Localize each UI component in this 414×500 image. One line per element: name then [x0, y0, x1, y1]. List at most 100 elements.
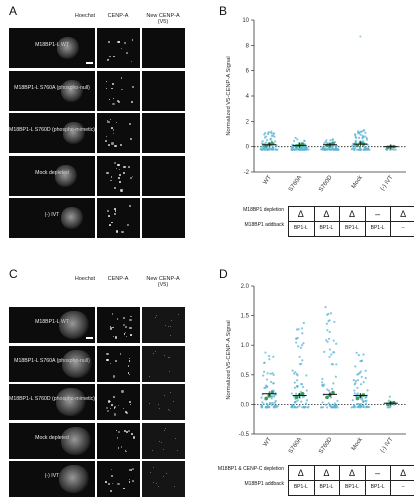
- data-point: [363, 145, 366, 149]
- data-point: [354, 379, 357, 383]
- data-point: [320, 406, 323, 409]
- data-point: [354, 146, 357, 150]
- data-point: [362, 381, 365, 384]
- cenp-a-focus: [105, 481, 107, 483]
- data-point: [305, 399, 309, 402]
- data-point: [304, 146, 307, 149]
- data-point: [364, 376, 367, 380]
- data-point: [264, 384, 268, 387]
- y-tick-label: -0.5: [239, 432, 250, 438]
- table-row-label: M18BP1 depletion: [243, 207, 284, 213]
- new-cenp-a-image: [142, 307, 185, 343]
- data-point: [388, 395, 391, 398]
- data-point: [268, 146, 271, 149]
- replicate-mean-point: [325, 143, 329, 148]
- data-point: [385, 148, 389, 151]
- cenp-a-focus: [123, 172, 126, 175]
- table-cell: BP1-L: [293, 225, 308, 231]
- cenp-a-focus: [126, 52, 128, 54]
- data-point: [357, 136, 361, 139]
- data-point: [362, 400, 365, 403]
- data-point: [360, 130, 363, 133]
- data-point: [293, 148, 296, 151]
- data-point: [365, 399, 368, 403]
- x-tick-label: S760A: [288, 175, 303, 193]
- table-cell: BP1-L: [370, 484, 385, 490]
- data-point: [300, 344, 304, 347]
- outlier-point: [359, 35, 362, 38]
- cenp-a-focus: [130, 469, 133, 472]
- cenp-a-focus: [112, 55, 115, 58]
- data-point: [269, 372, 272, 375]
- data-point: [300, 327, 304, 330]
- cenp-a-focus: [129, 318, 132, 321]
- data-point: [321, 406, 325, 409]
- cenp-a-image: [97, 384, 140, 420]
- table-cell-box: [390, 221, 414, 237]
- data-point: [321, 381, 324, 384]
- data-point: [328, 330, 331, 334]
- data-point: [274, 140, 277, 143]
- data-point: [357, 354, 360, 357]
- data-point: [330, 353, 333, 356]
- data-point: [298, 355, 301, 358]
- data-point: [263, 361, 266, 364]
- panel-a-label: A: [9, 4, 18, 18]
- data-point: [329, 403, 332, 407]
- v5-focus: [165, 325, 167, 327]
- data-point: [307, 148, 310, 151]
- data-point: [331, 146, 334, 149]
- data-point: [272, 395, 276, 398]
- table-row-label: M18BP1 addback: [244, 481, 284, 487]
- data-point: [296, 138, 299, 141]
- hoechst-nucleus: [58, 311, 89, 339]
- cenp-a-focus: [127, 223, 130, 226]
- replicate-mean-point: [300, 391, 305, 396]
- column-header: New CENP-A (V5): [146, 276, 180, 288]
- data-point: [355, 351, 358, 354]
- data-point: [270, 130, 273, 133]
- v5-focus: [169, 335, 171, 337]
- data-point: [266, 406, 269, 409]
- cenp-a-focus: [107, 59, 109, 62]
- table-cell: BP1-L: [345, 225, 359, 231]
- v5-focus: [152, 352, 154, 354]
- data-point: [333, 320, 336, 324]
- cenp-a-focus: [106, 352, 109, 356]
- data-point: [353, 145, 357, 148]
- cenp-a-focus: [130, 433, 133, 436]
- y-tick-label: 2: [246, 119, 250, 125]
- data-point: [354, 136, 358, 139]
- v5-focus: [151, 450, 153, 452]
- data-point: [299, 346, 302, 349]
- data-point: [264, 351, 267, 354]
- data-point: [358, 147, 361, 151]
- v5-focus: [155, 314, 157, 316]
- cenp-a-focus: [118, 181, 121, 183]
- v5-focus: [163, 429, 165, 431]
- data-point: [367, 147, 370, 150]
- cenp-a-focus: [123, 488, 125, 490]
- cenp-a-focus: [105, 140, 107, 142]
- data-point: [291, 369, 294, 372]
- cenp-a-focus: [108, 40, 111, 43]
- v5-focus: [149, 376, 151, 378]
- cenp-a-focus: [121, 88, 123, 91]
- cenp-a-focus: [130, 334, 132, 336]
- data-point: [335, 144, 338, 148]
- cenp-a-focus: [111, 313, 114, 315]
- replicate-mean-point: [386, 145, 390, 150]
- cenp-a-focus: [106, 358, 109, 361]
- v5-focus: [177, 450, 179, 452]
- data-point: [272, 406, 276, 409]
- cenp-a-focus: [105, 80, 108, 83]
- v5-focus: [167, 326, 169, 328]
- data-point: [274, 148, 277, 151]
- table-cell: Δ: [323, 468, 330, 478]
- x-tick-label: WT: [263, 436, 273, 447]
- cenp-a-focus: [123, 41, 126, 44]
- data-point: [335, 363, 338, 366]
- data-point: [300, 383, 304, 386]
- cenp-a-focus: [107, 120, 110, 124]
- data-point: [290, 404, 294, 407]
